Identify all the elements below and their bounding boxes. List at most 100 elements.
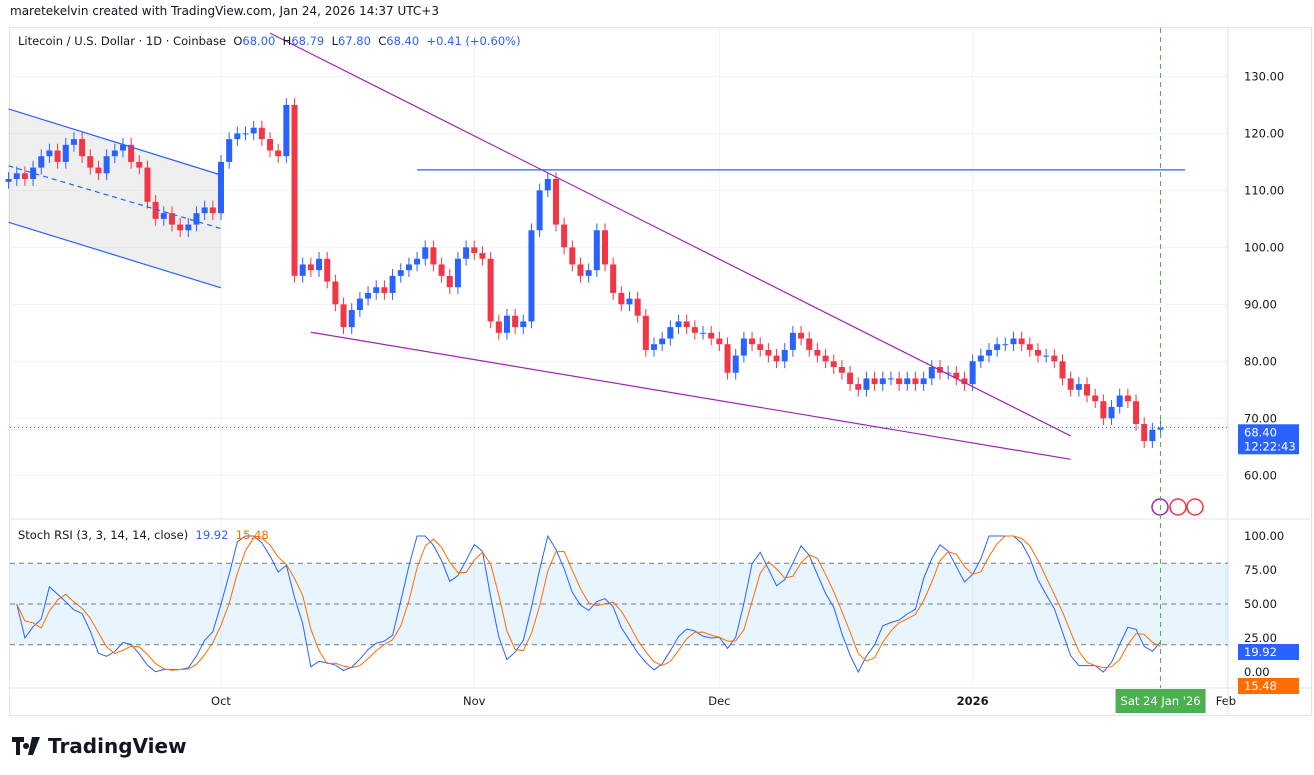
candle [871,371,878,391]
candle [1133,394,1140,431]
candle [1149,422,1156,448]
candle [62,137,69,169]
candle-body [54,150,61,162]
logo-text: TradingView [48,734,187,758]
drawing-channel-upper [8,108,222,176]
candle [716,331,723,352]
candle-body [1100,401,1107,419]
candle-body [503,315,510,333]
candle-body [700,332,707,334]
candle [144,160,151,209]
candle-body [226,139,233,162]
candle [528,223,535,329]
candle-body [275,150,282,157]
candle [552,172,559,232]
candle-body [912,378,919,385]
candle-body [62,144,69,162]
candle [667,320,674,346]
candle-body [1010,338,1017,345]
symbol-title[interactable]: Litecoin / U.S. Dollar · 1D · Coinbase [18,34,227,48]
tv-logo-icon [12,737,40,755]
candle-body [977,355,984,362]
candle-body [773,355,780,362]
tradingview-logo[interactable]: TradingView [12,734,187,758]
candle-body [1026,344,1033,350]
candle [789,325,796,357]
candle [373,280,380,300]
candle-body [667,327,674,339]
candle-body [267,139,274,151]
candle [1092,388,1099,409]
candle [168,206,175,232]
candle-body [561,224,568,248]
candle [969,354,976,391]
drawing-channel-lower [8,221,222,289]
chart-credit: maretekelvin created with TradingView.co… [10,4,439,18]
candle [348,303,355,334]
candle-body [593,230,600,271]
chart-frame [9,27,1312,716]
candle [512,308,519,334]
candle-body [209,207,216,214]
candle-body [446,275,453,288]
candle [275,143,282,164]
candle-body [798,332,805,339]
candle-body [79,139,86,157]
stoch-title[interactable]: Stoch RSI (3, 3, 14, 14, close) [18,528,189,542]
channel-fill [8,108,221,288]
candle [1084,377,1091,403]
candle [520,314,527,334]
candle-body [144,167,151,202]
price-tick-label: 110.00 [1244,183,1284,197]
candle [1002,337,1009,352]
candle [896,371,903,391]
candle-body [789,332,796,350]
candle [234,126,241,146]
last-price-label: 68.40 [1244,425,1277,439]
candle-body [847,372,854,385]
candle [250,120,257,141]
candle-body [585,270,592,276]
candle-body [945,372,952,374]
candle [585,263,592,283]
candle-body [765,349,772,356]
candle [397,263,404,283]
stoch-tick-label: 100.00 [1244,529,1284,543]
candle-body [307,264,314,271]
high-value: 68.79 [291,34,325,48]
candle [103,149,110,181]
candle [316,251,323,277]
candle [708,325,715,346]
stoch-k-badge [1238,644,1299,660]
candle [267,132,274,158]
candle-body [13,173,20,179]
candle-body [454,258,461,288]
candle-body [291,104,298,276]
candle [732,348,739,380]
candle [54,143,61,169]
candle [389,269,396,300]
candle-body [70,139,77,145]
candle-body [258,127,265,140]
candle [1108,400,1115,426]
candle-body [806,338,813,350]
candle [332,274,339,312]
candle [487,251,494,329]
candle [618,286,625,312]
candle-body [969,361,976,385]
candle [814,343,821,363]
candle-body [316,258,323,271]
candle-body [471,247,478,254]
candle-body [5,178,12,182]
candle [324,251,331,289]
candle [79,132,86,164]
candle [798,325,805,346]
candle-body [1116,395,1123,407]
price-tick-label: 70.00 [1244,411,1277,425]
candle [307,257,314,277]
candle-body [1133,401,1140,424]
candle [593,223,600,277]
candle-body [536,190,543,231]
candle-body [111,150,118,157]
